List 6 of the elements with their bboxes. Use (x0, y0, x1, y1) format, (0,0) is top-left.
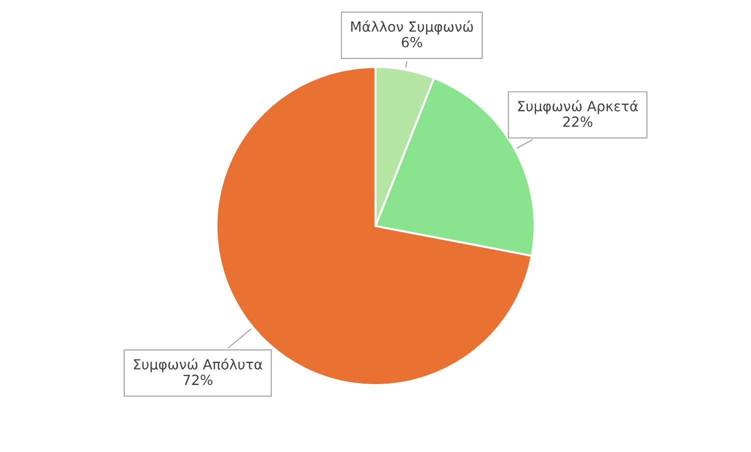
slice-label: Συμφωνώ Αρκετά (518, 100, 638, 114)
data-label: 22% (563, 116, 592, 127)
slice-label: Μάλλον Συμφωνώ (351, 20, 473, 35)
data-label: 6% (402, 36, 422, 48)
slice-label: Συμφωνώ Απόλυτα (134, 358, 262, 372)
data-label: 72% (183, 374, 212, 386)
